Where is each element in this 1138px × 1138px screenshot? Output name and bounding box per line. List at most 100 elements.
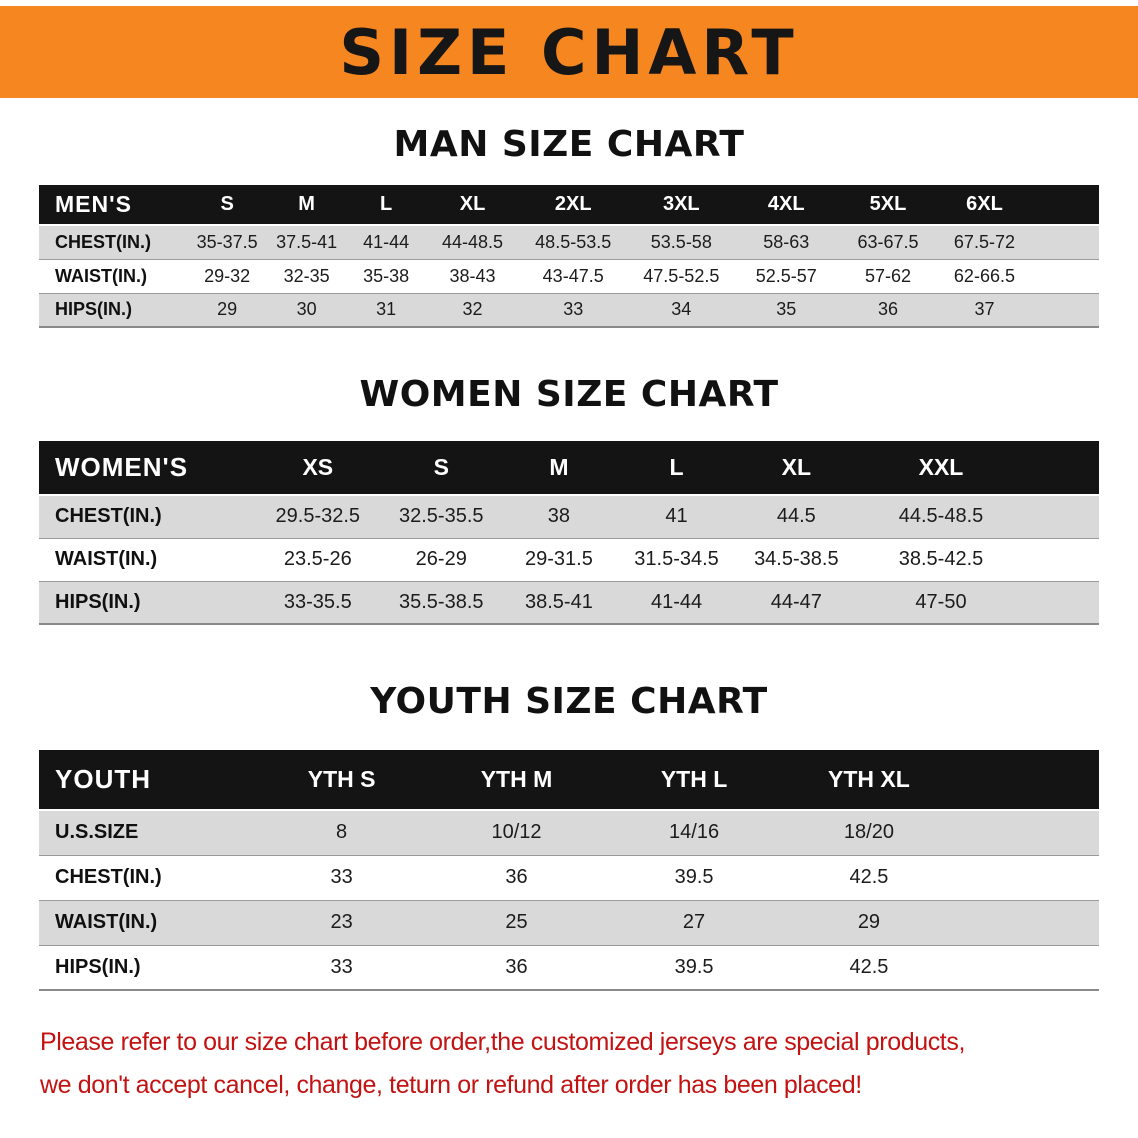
size-cell: 57-62 bbox=[864, 265, 912, 286]
size-cell: 29 bbox=[857, 911, 881, 933]
size-cell: 8 bbox=[336, 821, 348, 844]
youth-section-heading: YOUTH SIZE CHART bbox=[370, 681, 768, 722]
size-cell: 35 bbox=[776, 299, 797, 320]
table-row: WAIST(IN.) 23.5-26 26-29 29-31.5 31.5-34… bbox=[39, 538, 1099, 581]
size-cell: 33 bbox=[330, 866, 353, 888]
spacer-cell bbox=[1025, 441, 1099, 495]
size-cell: 38.5-41 bbox=[524, 590, 593, 613]
size-cell: 26-29 bbox=[415, 548, 467, 570]
size-cell: 33 bbox=[330, 955, 353, 978]
size-cell: 25 bbox=[505, 911, 528, 933]
table-row: CHEST(IN.) 35-37.5 37.5-41 41-44 44-48.5… bbox=[39, 225, 1099, 259]
row-label: WAIST(IN.) bbox=[55, 265, 147, 286]
size-cell: 32 bbox=[462, 299, 483, 320]
size-cell: 18/20 bbox=[843, 821, 894, 844]
disclaimer-line-2: we don't accept cancel, change, teturn o… bbox=[40, 1070, 862, 1099]
row-label: HIPS(IN.) bbox=[55, 299, 133, 320]
spacer-cell bbox=[1026, 538, 1099, 581]
column-header: YTH XL bbox=[784, 750, 954, 810]
size-cell: 47.5-52.5 bbox=[643, 265, 720, 286]
column-header: XL bbox=[425, 185, 520, 225]
size-cell: 29.5-32.5 bbox=[275, 505, 361, 528]
column-header: L bbox=[346, 185, 426, 225]
spacer-cell bbox=[1030, 185, 1099, 225]
size-cell: 30 bbox=[296, 299, 317, 320]
size-cell: 29 bbox=[217, 299, 238, 320]
youth-size-table: YOUTH YTH S YTH M YTH L YTH XL U.S.SIZE … bbox=[39, 750, 1099, 991]
size-cell: 34 bbox=[671, 299, 692, 320]
table-title-cell: YOUTH bbox=[39, 750, 255, 810]
column-header: 6XL bbox=[938, 185, 1031, 225]
size-cell: 34.5-38.5 bbox=[754, 548, 839, 570]
size-cell: 33-35.5 bbox=[283, 590, 352, 613]
column-header: L bbox=[616, 441, 737, 495]
size-cell: 31.5-34.5 bbox=[634, 548, 719, 570]
size-cell: 44-48.5 bbox=[441, 231, 504, 252]
table-header-row: MEN'S S M L XL 2XL 3XL 4XL 5XL 6XL bbox=[39, 185, 1099, 225]
column-header: XS bbox=[254, 441, 382, 495]
size-cell: 44.5 bbox=[776, 505, 816, 528]
size-cell: 10/12 bbox=[491, 821, 542, 844]
size-cell: 32-35 bbox=[283, 265, 330, 286]
size-cell: 32.5-35.5 bbox=[399, 505, 484, 528]
size-cell: 38 bbox=[547, 505, 571, 528]
column-header: 4XL bbox=[735, 185, 838, 225]
size-cell: 48.5-53.5 bbox=[535, 231, 612, 252]
size-cell: 37 bbox=[974, 299, 995, 320]
spacer-cell bbox=[1030, 293, 1099, 327]
column-header: S bbox=[381, 441, 502, 495]
table-row: HIPS(IN.) 33-35.5 35.5-38.5 38.5-41 41-4… bbox=[39, 581, 1099, 624]
table-row: HIPS(IN.) 33 36 39.5 42.5 bbox=[39, 945, 1099, 990]
size-cell: 29-32 bbox=[204, 265, 251, 286]
size-cell: 39.5 bbox=[674, 866, 714, 888]
table-title-cell: MEN'S bbox=[39, 185, 188, 225]
row-label: HIPS(IN.) bbox=[55, 955, 141, 978]
size-chart-banner: SIZE CHART bbox=[0, 6, 1138, 98]
size-cell: 42.5 bbox=[849, 955, 889, 978]
size-cell: 41 bbox=[665, 505, 688, 528]
table-row: U.S.SIZE 8 10/12 14/16 18/20 bbox=[39, 810, 1099, 855]
table-row: CHEST(IN.) 29.5-32.5 32.5-35.5 38 41 44.… bbox=[39, 495, 1099, 538]
row-label: CHEST(IN.) bbox=[55, 866, 162, 888]
size-cell: 14/16 bbox=[669, 821, 720, 844]
size-cell: 27 bbox=[682, 911, 706, 933]
size-cell: 62-66.5 bbox=[953, 265, 1015, 286]
spacer-cell bbox=[1026, 581, 1099, 624]
size-cell: 58-63 bbox=[763, 231, 810, 252]
table-row: WAIST(IN.) 29-32 32-35 35-38 38-43 43-47… bbox=[39, 259, 1099, 293]
spacer-cell bbox=[953, 750, 1099, 810]
table-row: HIPS(IN.) 29 30 31 32 33 34 35 36 37 bbox=[39, 293, 1099, 327]
column-header: M bbox=[266, 185, 347, 225]
size-cell: 31 bbox=[376, 299, 397, 320]
column-header: YTH M bbox=[429, 750, 604, 810]
size-cell: 41-44 bbox=[650, 590, 703, 613]
column-header: YTH S bbox=[254, 750, 430, 810]
womens-size-table: WOMEN'S XS S M L XL XXL CHEST(IN.) 29.5-… bbox=[39, 441, 1099, 625]
table-title-cell: WOMEN'S bbox=[39, 441, 255, 495]
column-header: M bbox=[501, 441, 617, 495]
column-header: YTH L bbox=[603, 750, 785, 810]
size-cell: 44-47 bbox=[770, 590, 822, 613]
size-cell: 36 bbox=[877, 299, 899, 320]
size-cell: 43-47.5 bbox=[542, 265, 604, 286]
size-cell: 29-31.5 bbox=[524, 548, 593, 570]
column-header: 2XL bbox=[519, 185, 628, 225]
table-row: WAIST(IN.) 23 25 27 29 bbox=[39, 900, 1099, 945]
size-cell: 41-44 bbox=[363, 231, 410, 252]
size-cell: 42.5 bbox=[849, 866, 889, 888]
row-label: U.S.SIZE bbox=[55, 821, 139, 844]
size-cell: 33 bbox=[563, 299, 584, 320]
mens-size-table: MEN'S S M L XL 2XL 3XL 4XL 5XL 6XL CHEST… bbox=[39, 185, 1099, 328]
women-section-heading: WOMEN SIZE CHART bbox=[359, 374, 779, 415]
table-header-row: WOMEN'S XS S M L XL XXL bbox=[39, 441, 1099, 495]
size-cell: 37.5-41 bbox=[276, 231, 338, 252]
row-label: CHEST(IN.) bbox=[55, 231, 151, 252]
column-header: 5XL bbox=[837, 185, 939, 225]
table-row: CHEST(IN.) 33 36 39.5 42.5 bbox=[39, 855, 1099, 900]
size-cell: 39.5 bbox=[674, 955, 714, 978]
size-cell: 67.5-72 bbox=[953, 231, 1015, 252]
disclaimer-text: Please refer to our size chart before or… bbox=[40, 1021, 1098, 1106]
size-cell: 38.5-42.5 bbox=[898, 548, 984, 570]
row-label: HIPS(IN.) bbox=[55, 590, 141, 613]
size-cell: 36 bbox=[505, 866, 528, 888]
